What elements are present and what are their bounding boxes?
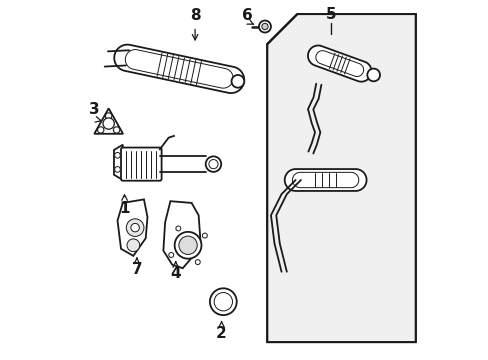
- Polygon shape: [114, 45, 244, 93]
- Circle shape: [113, 127, 120, 133]
- Circle shape: [261, 23, 267, 30]
- Text: 5: 5: [325, 7, 336, 22]
- Circle shape: [209, 288, 236, 315]
- Polygon shape: [114, 145, 122, 180]
- Circle shape: [202, 233, 207, 238]
- Circle shape: [259, 21, 270, 32]
- Polygon shape: [307, 45, 371, 82]
- Circle shape: [179, 236, 197, 255]
- Text: 8: 8: [189, 8, 200, 23]
- Text: 3: 3: [89, 102, 100, 117]
- Polygon shape: [267, 14, 415, 342]
- Circle shape: [103, 118, 114, 129]
- Circle shape: [114, 153, 120, 158]
- Circle shape: [214, 293, 232, 311]
- Circle shape: [98, 127, 104, 133]
- Polygon shape: [117, 199, 147, 256]
- Circle shape: [114, 167, 120, 172]
- Polygon shape: [94, 108, 123, 134]
- Circle shape: [176, 226, 181, 231]
- Text: 6: 6: [242, 8, 252, 23]
- Circle shape: [195, 260, 200, 265]
- Circle shape: [127, 239, 140, 252]
- Circle shape: [231, 75, 244, 88]
- Text: 2: 2: [216, 326, 226, 341]
- FancyBboxPatch shape: [121, 148, 161, 181]
- Circle shape: [105, 113, 112, 119]
- Text: 7: 7: [131, 262, 142, 278]
- Circle shape: [205, 156, 221, 172]
- Polygon shape: [163, 201, 200, 268]
- Circle shape: [174, 232, 201, 259]
- Text: 1: 1: [119, 201, 129, 216]
- Circle shape: [168, 252, 173, 257]
- Circle shape: [366, 69, 379, 81]
- Circle shape: [208, 159, 218, 169]
- Circle shape: [131, 224, 139, 232]
- Circle shape: [126, 219, 143, 237]
- Text: 4: 4: [170, 266, 181, 281]
- Polygon shape: [284, 169, 366, 191]
